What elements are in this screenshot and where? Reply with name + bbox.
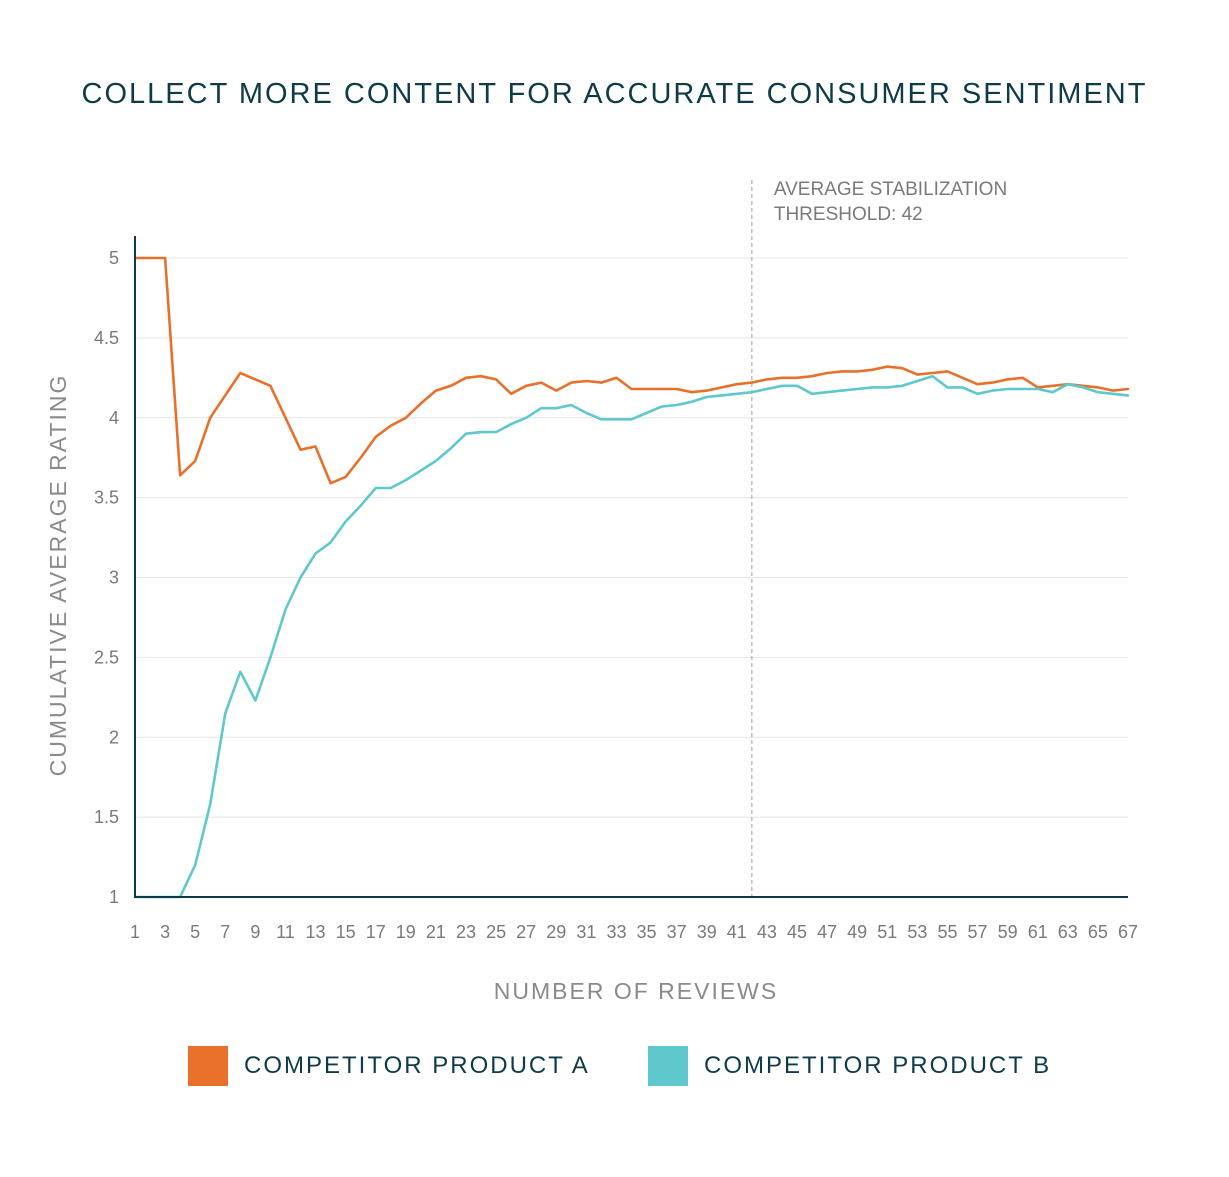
x-axis-label: NUMBER OF REVIEWS: [494, 978, 778, 1004]
x-tick-label: 41: [727, 922, 747, 942]
y-tick-label: 2.5: [94, 647, 119, 667]
x-tick-label: 43: [757, 922, 777, 942]
x-tick-label: 31: [576, 922, 596, 942]
x-tick-label: 19: [396, 922, 416, 942]
x-tick-label: 5: [190, 922, 200, 942]
x-tick-label: 23: [456, 922, 476, 942]
y-tick-label: 1.5: [94, 807, 119, 827]
x-tick-label: 9: [250, 922, 260, 942]
x-tick-label: 49: [847, 922, 867, 942]
chart-title: COLLECT MORE CONTENT FOR ACCURATE CONSUM…: [81, 78, 1148, 110]
x-tick-label: 13: [306, 922, 326, 942]
x-tick-label: 57: [968, 922, 988, 942]
y-tick-label: 3: [109, 568, 119, 588]
y-tick-label: 1: [109, 887, 119, 907]
x-tick-label: 33: [606, 922, 626, 942]
x-tick-label: 3: [160, 922, 170, 942]
x-tick-label: 39: [697, 922, 717, 942]
x-tick-label: 29: [546, 922, 566, 942]
x-tick-label: 25: [486, 922, 506, 942]
y-tick-label: 2: [109, 727, 119, 747]
grid-lines: [135, 257, 1128, 818]
x-tick-label: 45: [787, 922, 807, 942]
legend-label-a: COMPETITOR PRODUCT A: [244, 1052, 590, 1079]
y-tick-label: 5: [109, 248, 119, 268]
x-tick-label: 17: [366, 922, 386, 942]
x-tick-label: 61: [1028, 922, 1048, 942]
series-lines: [133, 256, 1130, 899]
y-tick-label: 3.5: [94, 488, 119, 508]
x-tick-label: 51: [877, 922, 897, 942]
x-tick-label: 47: [817, 922, 837, 942]
x-tick-label: 59: [998, 922, 1018, 942]
threshold-label-line2: THRESHOLD: 42: [774, 204, 923, 225]
y-tick-label: 4: [109, 408, 119, 428]
x-tick-labels: 1 3 5 7 9 11 13 15 17 19 21 23 25 27 29 31 33 35 37 39 41 43 4…: [130, 922, 1138, 942]
x-tick-label: 15: [336, 922, 356, 942]
y-tick-labels: 5 4.5 4 3.5 3 2.5 2 1.5 1: [94, 248, 119, 907]
x-tick-label: 55: [937, 922, 957, 942]
x-tick-label: 7: [220, 922, 230, 942]
legend-item-b: COMPETITOR PRODUCT B: [648, 1046, 1051, 1086]
legend-item-a: COMPETITOR PRODUCT A: [188, 1046, 590, 1086]
x-tick-label: 37: [667, 922, 687, 942]
legend-label-b: COMPETITOR PRODUCT B: [704, 1052, 1052, 1079]
x-tick-label: 67: [1118, 922, 1138, 942]
x-tick-label: 1: [130, 922, 140, 942]
x-tick-label: 11: [276, 922, 295, 942]
y-axis-label: CUMULATIVE AVERAGE RATING: [45, 374, 71, 777]
x-tick-label: 27: [516, 922, 536, 942]
series-line-product-b: [133, 374, 1130, 899]
threshold-label-line1: AVERAGE STABILIZATION: [774, 179, 1007, 200]
y-tick-label: 4.5: [94, 328, 119, 348]
x-tick-label: 35: [637, 922, 657, 942]
axes: [134, 236, 1128, 898]
series-line-product-a: [133, 256, 1130, 485]
legend-swatch-a: [188, 1046, 228, 1086]
x-tick-label: 63: [1058, 922, 1078, 942]
legend-swatch-b: [648, 1046, 688, 1086]
x-tick-label: 65: [1088, 922, 1108, 942]
threshold-annotation: AVERAGE STABILIZATION THRESHOLD: 42: [751, 179, 1007, 897]
x-tick-label: 53: [907, 922, 927, 942]
x-tick-label: 21: [426, 922, 446, 942]
